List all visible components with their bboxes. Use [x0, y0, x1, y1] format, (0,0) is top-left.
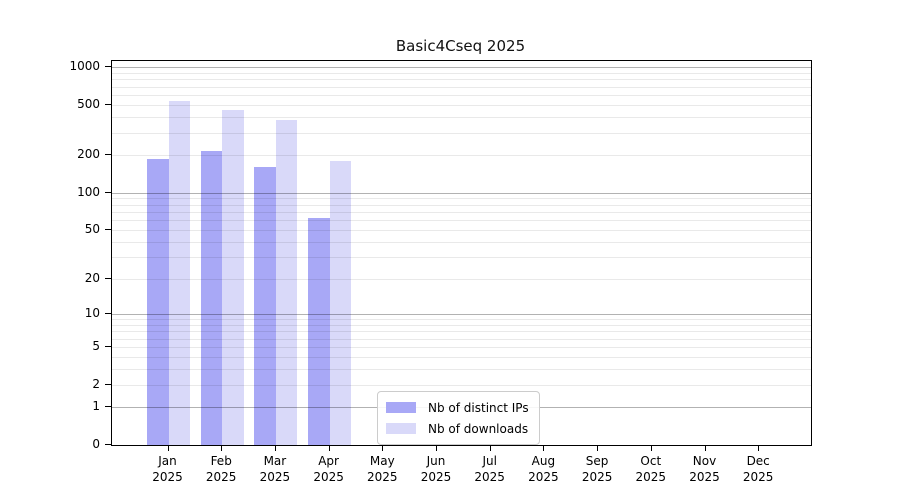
y-tick-label: 50 [84, 222, 100, 237]
bar-nb-of-distinct-ips-apr [308, 218, 330, 445]
x-tick-label-oct: Oct 2025 [635, 454, 667, 484]
minor-gridline-800 [112, 79, 811, 81]
minor-gridline-7 [112, 331, 811, 333]
x-tick-mark-may [382, 445, 384, 451]
bar-nb-of-downloads-feb [222, 110, 244, 445]
minor-gridline-40 [112, 241, 811, 243]
legend: Nb of distinct IPs Nb of downloads [377, 391, 540, 445]
legend-swatch-nb-of-distinct-ips [386, 402, 416, 413]
legend-item-nb-of-downloads: Nb of downloads [386, 418, 529, 439]
y-tick-mark-20 [105, 277, 111, 279]
minor-gridline-400 [112, 117, 811, 119]
y-tick-label: 2 [92, 376, 100, 391]
minor-gridline-300 [112, 132, 811, 134]
bar-nb-of-distinct-ips-mar [254, 167, 276, 445]
legend-item-nb-of-distinct-ips: Nb of distinct IPs [386, 397, 529, 418]
y-tick-mark-500 [105, 104, 111, 106]
y-tick-label: 1 [92, 399, 100, 414]
x-tick-label-apr: Apr 2025 [313, 454, 344, 484]
x-tick-mark-apr [328, 445, 330, 451]
y-tick-mark-5 [105, 346, 111, 348]
minor-gridline-80 [112, 204, 811, 206]
y-tick-label: 500 [77, 97, 100, 112]
y-tick-mark-0 [105, 444, 111, 445]
x-tick-label-aug: Aug 2025 [528, 454, 559, 484]
minor-gridline-900 [112, 73, 811, 75]
legend-swatch-nb-of-downloads [386, 423, 416, 434]
x-tick-label-jun: Jun 2025 [420, 454, 452, 484]
x-tick-mark-aug [543, 445, 545, 451]
minor-gridline-70 [112, 211, 811, 213]
minor-gridline-8 [112, 324, 811, 326]
bar-nb-of-distinct-ips-jan [147, 159, 169, 445]
minor-gridline-3 [112, 369, 811, 371]
y-tick-mark-100 [105, 191, 111, 193]
minor-gridline-20 [112, 278, 811, 280]
major-gridline-100 [112, 192, 811, 194]
x-tick-label-jul: Jul 2025 [474, 454, 505, 484]
minor-gridline-500 [112, 105, 811, 107]
x-tick-label-nov: Nov 2025 [689, 454, 720, 484]
plot-area [111, 60, 812, 446]
minor-gridline-30 [112, 257, 811, 259]
y-tick-label: 5 [92, 339, 100, 354]
x-tick-mark-mar [274, 445, 276, 451]
x-tick-label-mar: Mar 2025 [259, 454, 291, 484]
minor-gridline-50 [112, 230, 811, 232]
bar-nb-of-downloads-apr [329, 160, 352, 445]
major-gridline-10 [112, 313, 811, 315]
legend-label: Nb of distinct IPs [428, 400, 529, 415]
x-tick-label-may: May 2025 [367, 454, 398, 484]
y-tick-label: 0 [92, 437, 100, 451]
x-tick-mark-jul [489, 445, 491, 451]
x-tick-label-jan: Jan 2025 [152, 454, 183, 484]
y-tick-mark-200 [105, 154, 111, 156]
legend-label: Nb of downloads [428, 421, 529, 436]
minor-gridline-9 [112, 319, 811, 321]
minor-gridline-60 [112, 220, 811, 222]
x-tick-label-dec: Dec 2025 [742, 454, 774, 484]
x-tick-mark-jun [436, 445, 437, 451]
minor-gridline-2 [112, 384, 811, 386]
x-tick-mark-oct [650, 445, 652, 451]
y-tick-label: 20 [84, 270, 100, 285]
y-tick-label: 1000 [69, 59, 100, 74]
y-tick-mark-1 [105, 406, 111, 408]
minor-gridline-90 [112, 198, 811, 200]
y-tick-label: 200 [77, 147, 100, 162]
y-tick-mark-2 [105, 383, 111, 385]
chart-title: Basic4Cseq 2025 [395, 37, 526, 55]
x-tick-mark-dec [758, 445, 760, 451]
bar-nb-of-distinct-ips-feb [200, 151, 223, 445]
y-tick-mark-1000 [105, 66, 111, 68]
x-tick-mark-nov [704, 445, 706, 451]
bar-nb-of-downloads-jan [168, 100, 190, 445]
x-tick-label-sep: Sep 2025 [581, 454, 613, 484]
x-tick-mark-feb [221, 445, 223, 451]
x-tick-mark-sep [597, 445, 599, 451]
y-tick-mark-50 [105, 229, 111, 231]
minor-gridline-5 [112, 347, 811, 349]
y-tick-mark-10 [105, 312, 111, 314]
minor-gridline-600 [112, 95, 811, 97]
y-tick-label: 100 [77, 184, 100, 199]
major-gridline-1000 [112, 67, 811, 69]
x-tick-label-feb: Feb 2025 [205, 454, 237, 484]
minor-gridline-4 [112, 357, 811, 358]
minor-gridline-200 [112, 155, 811, 157]
minor-gridline-700 [112, 86, 811, 88]
minor-gridline-6 [112, 338, 811, 340]
bar-nb-of-downloads-mar [275, 120, 298, 445]
y-tick-label: 10 [84, 305, 100, 320]
x-tick-mark-jan [167, 445, 169, 451]
